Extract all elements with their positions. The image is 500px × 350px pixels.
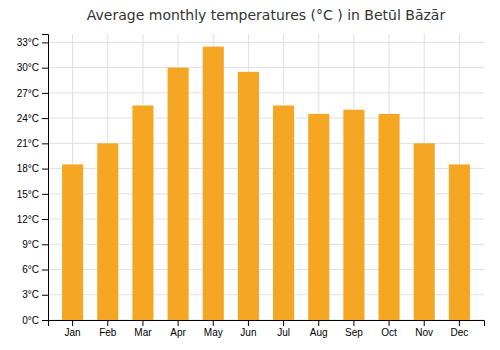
x-tick: Oct xyxy=(381,320,397,338)
x-tick: Jun xyxy=(240,320,256,338)
x-tick-label: Oct xyxy=(381,327,397,338)
bar xyxy=(238,72,259,320)
y-tick-label: 0°C xyxy=(22,315,39,326)
y-tick: 6°C xyxy=(22,264,48,275)
x-tick-mark xyxy=(142,320,143,326)
y-tick-label: 21°C xyxy=(17,138,39,149)
grid-line xyxy=(48,92,484,93)
grid-line xyxy=(48,118,484,119)
grid xyxy=(48,34,484,320)
x-tick-mark xyxy=(178,320,179,326)
y-tick: 24°C xyxy=(17,113,48,124)
x-tick-label: Jul xyxy=(277,327,290,338)
y-tick-mark xyxy=(42,244,48,245)
x-tick-mark xyxy=(424,320,425,326)
y-tick: 0°C xyxy=(22,315,48,326)
y-tick-label: 30°C xyxy=(17,62,39,73)
x-tick: Jul xyxy=(277,320,290,338)
x-tick: Sep xyxy=(345,320,363,338)
y-tick-label: 18°C xyxy=(17,163,39,174)
x-tick-mark xyxy=(72,320,73,326)
x-tick-label: May xyxy=(204,327,223,338)
y-tick-mark xyxy=(42,194,48,195)
x-tick-label: Jun xyxy=(240,327,256,338)
y-tick-label: 9°C xyxy=(22,239,39,250)
bar xyxy=(168,68,189,320)
bar xyxy=(379,114,400,320)
bars xyxy=(62,47,470,320)
x-tick-label: Mar xyxy=(134,327,152,338)
y-tick: 33°C xyxy=(17,37,48,48)
bar xyxy=(343,110,364,320)
x-tick: Apr xyxy=(170,320,186,338)
bar xyxy=(308,114,329,320)
y-tick-label: 3°C xyxy=(22,289,39,300)
x-tick-mark xyxy=(213,320,214,326)
x-tick-mark xyxy=(107,320,108,326)
y-tick: 18°C xyxy=(17,163,48,174)
x-tick-label: Feb xyxy=(99,327,117,338)
y-tick: 21°C xyxy=(17,138,48,149)
x-tick-label: Aug xyxy=(310,327,328,338)
bar xyxy=(132,106,153,321)
y-tick-mark xyxy=(42,270,48,271)
x-tick-label: Sep xyxy=(345,327,363,338)
x-tick: Aug xyxy=(310,320,328,338)
chart: 0°C 3°C 6°C 9°C 12°C 15°C 18°C 21°C 24°C 27°C 30°C… xyxy=(0,0,500,350)
y-tick: 12°C xyxy=(17,214,48,225)
y-tick-mark xyxy=(42,118,48,119)
x-tick-label: Nov xyxy=(415,327,433,338)
x-tick: Feb xyxy=(99,320,117,338)
x-tick: Dec xyxy=(450,320,468,338)
y-tick: 30°C xyxy=(17,62,48,73)
bar xyxy=(203,47,224,320)
x-tick-label: Jan xyxy=(65,327,81,338)
y-tick: 27°C xyxy=(17,88,48,99)
x-axis: Jan Feb Mar Apr May Jun Jul Aug Sep Oct Nov Dec xyxy=(49,320,485,338)
y-tick-label: 24°C xyxy=(17,113,39,124)
plot-area: 0°C 3°C 6°C 9°C 12°C 15°C 18°C 21°C 24°C 27°C 30°C… xyxy=(17,34,485,338)
y-tick-mark xyxy=(42,42,48,43)
y-tick-label: 12°C xyxy=(17,214,39,225)
y-axis-line xyxy=(42,35,49,321)
y-tick-mark xyxy=(42,169,48,170)
x-axis-line xyxy=(49,321,485,327)
bar xyxy=(97,143,118,320)
y-tick-mark xyxy=(42,143,48,144)
y-tick-label: 6°C xyxy=(22,264,39,275)
y-tick-mark xyxy=(42,320,48,321)
y-tick-label: 27°C xyxy=(17,88,39,99)
x-tick: Jan xyxy=(65,320,81,338)
bar xyxy=(449,164,470,320)
y-tick-mark xyxy=(42,68,48,69)
x-tick-label: Apr xyxy=(170,327,186,338)
x-tick-label: Dec xyxy=(450,327,468,338)
x-tick: May xyxy=(204,320,223,338)
x-tick-mark xyxy=(283,320,284,326)
bar xyxy=(62,164,83,320)
y-tick: 15°C xyxy=(17,189,48,200)
x-tick-mark xyxy=(318,320,319,326)
y-tick: 9°C xyxy=(22,239,48,250)
x-tick-mark xyxy=(353,320,354,326)
y-tick-mark xyxy=(42,93,48,94)
bar xyxy=(414,143,435,320)
title: Average monthly temperatures (°C ) in Be… xyxy=(87,7,446,23)
bar xyxy=(273,106,294,321)
x-tick-mark xyxy=(389,320,390,326)
x-tick-mark xyxy=(248,320,249,326)
x-tick: Nov xyxy=(415,320,433,338)
y-tick-label: 15°C xyxy=(17,189,39,200)
y-tick: 3°C xyxy=(22,289,48,300)
y-tick-mark xyxy=(42,219,48,220)
x-tick: Mar xyxy=(134,320,152,338)
y-tick-label: 33°C xyxy=(17,37,39,48)
y-axis: 0°C 3°C 6°C 9°C 12°C 15°C 18°C 21°C 24°C 27°C 30°C… xyxy=(17,35,49,326)
y-tick-mark xyxy=(42,295,48,296)
grid-line xyxy=(48,67,484,68)
grid-line xyxy=(48,42,484,43)
x-tick-mark xyxy=(459,320,460,326)
